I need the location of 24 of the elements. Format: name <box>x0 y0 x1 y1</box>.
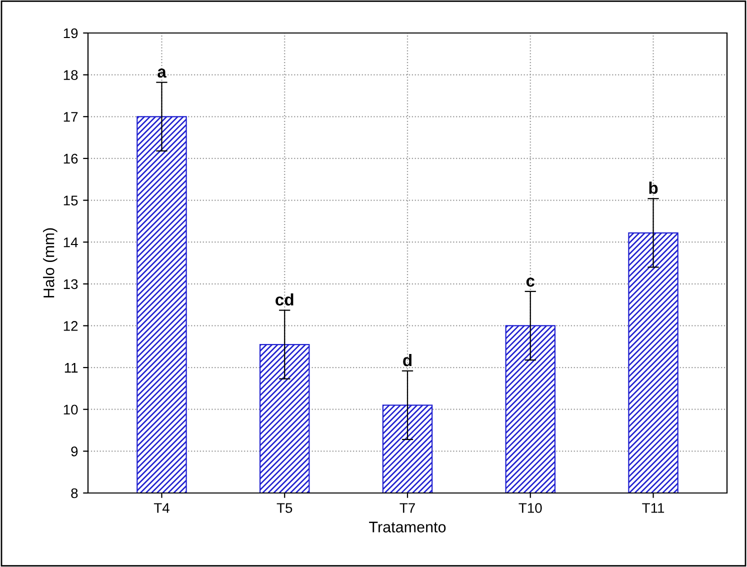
y-tick-label: 15 <box>64 196 78 206</box>
annotation: b <box>649 182 658 194</box>
x-tick-label: T10 <box>518 503 542 513</box>
annotation: d <box>403 354 412 366</box>
y-tick-label: 18 <box>64 70 78 80</box>
y-tick-label: 10 <box>64 404 78 415</box>
x-tick-label: T5 <box>276 503 292 513</box>
y-tick-label: 19 <box>64 28 78 38</box>
y-tick-label: 8 <box>71 488 78 498</box>
y-tick-label: 11 <box>64 363 78 373</box>
x-tick-label: T7 <box>400 503 415 513</box>
y-tick-label: 17 <box>64 112 78 122</box>
y-tick-label: 14 <box>64 238 78 248</box>
annotation: a <box>158 68 166 78</box>
x-axis-title: Tratamento <box>369 522 446 532</box>
annotation: cd <box>276 293 294 306</box>
annotation: c <box>526 278 535 287</box>
y-axis-title: Halo (mm) <box>43 228 58 298</box>
y-tick-label: 13 <box>64 279 78 290</box>
y-tick-label: 12 <box>64 321 78 331</box>
x-tick-label: T4 <box>154 503 170 513</box>
y-tick-label: 9 <box>71 446 78 456</box>
y-tick-label: 16 <box>64 154 78 164</box>
x-tick-label: T11 <box>642 503 664 513</box>
